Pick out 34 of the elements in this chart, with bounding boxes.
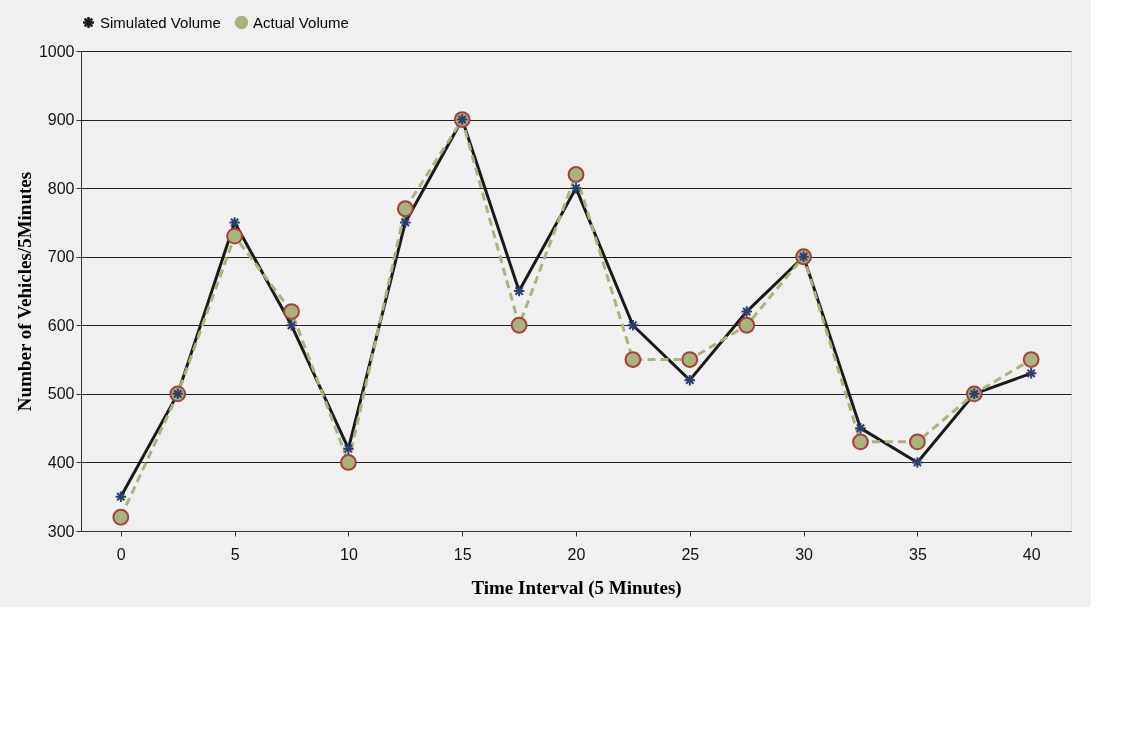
point [908, 433, 926, 451]
point [340, 454, 357, 471]
x-tick-label: 5 [230, 545, 240, 563]
point [112, 508, 130, 526]
point [681, 351, 699, 368]
y-tick-label: 400 [47, 453, 75, 471]
point [283, 303, 300, 320]
x-tick-label: 25 [681, 545, 700, 563]
point [624, 351, 642, 368]
point [396, 200, 414, 218]
legend-label: Actual Volume [253, 13, 349, 31]
point [738, 316, 756, 334]
point [852, 433, 869, 451]
x-tick-label: 10 [340, 545, 358, 563]
y-tick-label: 500 [47, 385, 75, 403]
y-tick-label: 800 [47, 179, 75, 197]
y-tick-label: 700 [47, 248, 75, 266]
y-tick-label: 300 [47, 522, 75, 540]
x-tick-label: 30 [795, 545, 814, 563]
point [567, 166, 585, 183]
y-tick-label: 1000 [38, 42, 75, 60]
x-tick-label: 0 [116, 545, 126, 563]
x-tick-label: 40 [1022, 545, 1041, 563]
y-tick-label: 600 [47, 316, 75, 334]
x-axis-title: Time Interval (5 Minutes) [471, 576, 682, 599]
point [510, 316, 528, 334]
y-tick-label: 900 [47, 111, 75, 129]
legend-label: Simulated Volume [100, 13, 221, 31]
point [1022, 351, 1040, 368]
y-axis-title: Number of Vehicles/5Minutes [13, 171, 35, 412]
x-tick-label: 20 [567, 545, 586, 563]
point [226, 227, 244, 245]
x-tick-label: 15 [453, 545, 472, 563]
x-tick-label: 35 [908, 545, 927, 563]
